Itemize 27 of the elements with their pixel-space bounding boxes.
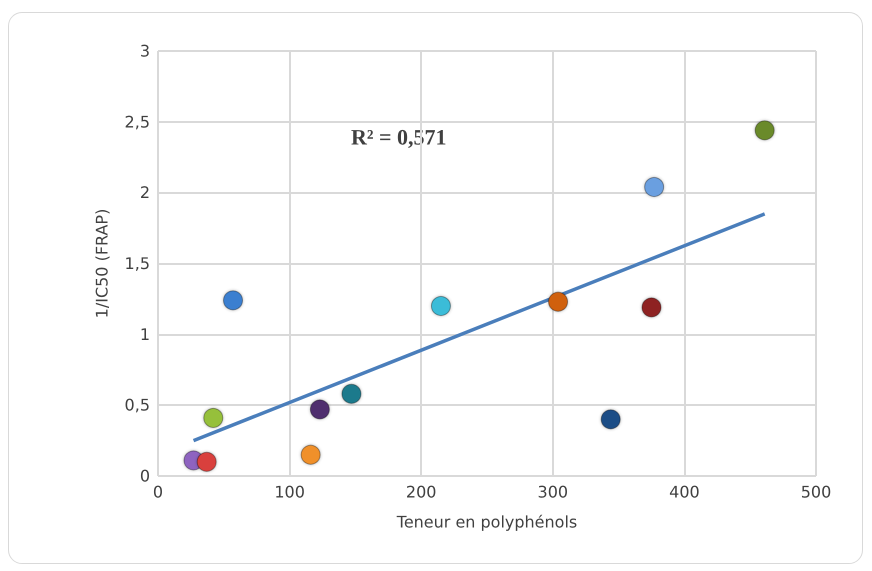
x-tick-label: 300 [538, 482, 568, 502]
point [644, 177, 664, 197]
x-tick-label: 500 [800, 482, 832, 502]
point [430, 296, 451, 316]
point [600, 409, 621, 430]
y-tick-label: 0 [140, 466, 150, 486]
y-tick-label: 1 [140, 324, 150, 344]
point [754, 120, 775, 140]
y-tick-label: 0,5 [124, 396, 150, 415]
point [300, 444, 321, 465]
point [310, 399, 330, 420]
point [203, 408, 224, 428]
y-tick-label: 1,5 [124, 254, 150, 273]
x-axis-title: Teneur en polyphénols [396, 512, 578, 532]
x-tick-label: 100 [274, 482, 305, 502]
point [642, 297, 662, 318]
y-tick-label: 3 [140, 42, 150, 60]
x-tick-label: 200 [406, 482, 436, 502]
y-axis-title: 1/IC50 (FRAP) [92, 208, 112, 318]
x-tick-label: 400 [669, 482, 700, 502]
point [341, 384, 362, 404]
point [196, 452, 217, 472]
y-tick-label: 2 [140, 183, 150, 202]
y-tick-label: 2,5 [124, 112, 150, 132]
point [223, 290, 244, 310]
x-tick-label: 0 [152, 482, 164, 502]
point [548, 292, 568, 312]
